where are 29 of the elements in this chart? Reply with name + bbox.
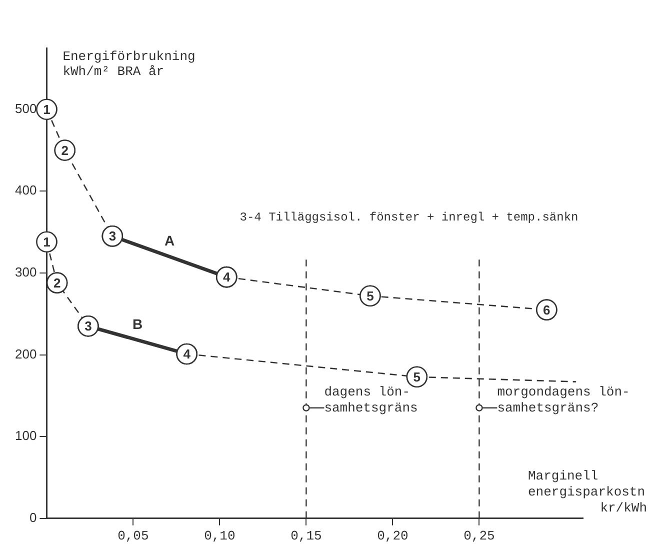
annotation: 1 [43,102,50,117]
annotation: 1 [43,234,50,250]
y-tick-label: 0 [29,510,37,525]
y-tick-label: 300 [14,264,37,280]
x-tick-label: 0,20 [377,528,408,544]
x-tick-label: 0,10 [204,528,236,544]
series-label: A [164,232,175,248]
annotation: 4 [222,270,231,285]
y-tick-label: 400 [14,182,37,198]
ref-line-label: dagens lön- samhetsgräns [324,384,418,416]
annotation: 4 [183,346,192,362]
annotation: 3 [108,228,116,244]
annotation: 5 [366,288,374,304]
y-tick-label: 200 [14,346,37,362]
y-axis-title: Energiförbrukning kWh/m² BRA år [62,48,196,79]
ref-line-label: morgondagens lön- samhetsgräns? [497,384,630,416]
x-tick-label: 0,15 [290,528,322,544]
x-axis-title: Marginell energisparkostn kr/kWh [528,468,647,516]
annotation: 2 [53,275,61,290]
series-label: B [132,316,143,332]
x-tick-label: 0,25 [464,528,495,544]
annotation: 6 [543,302,550,318]
annotation: 3-4 Tilläggsisol. fönster + inregl + temp.sänkn [240,210,578,225]
annotation: 3 [84,318,92,334]
y-tick-label: 100 [14,428,37,444]
annotation: 2 [61,142,68,158]
y-tick-label: 500 [14,100,37,116]
x-tick-label: 0,05 [118,528,149,544]
annotation: 5 [413,369,421,384]
